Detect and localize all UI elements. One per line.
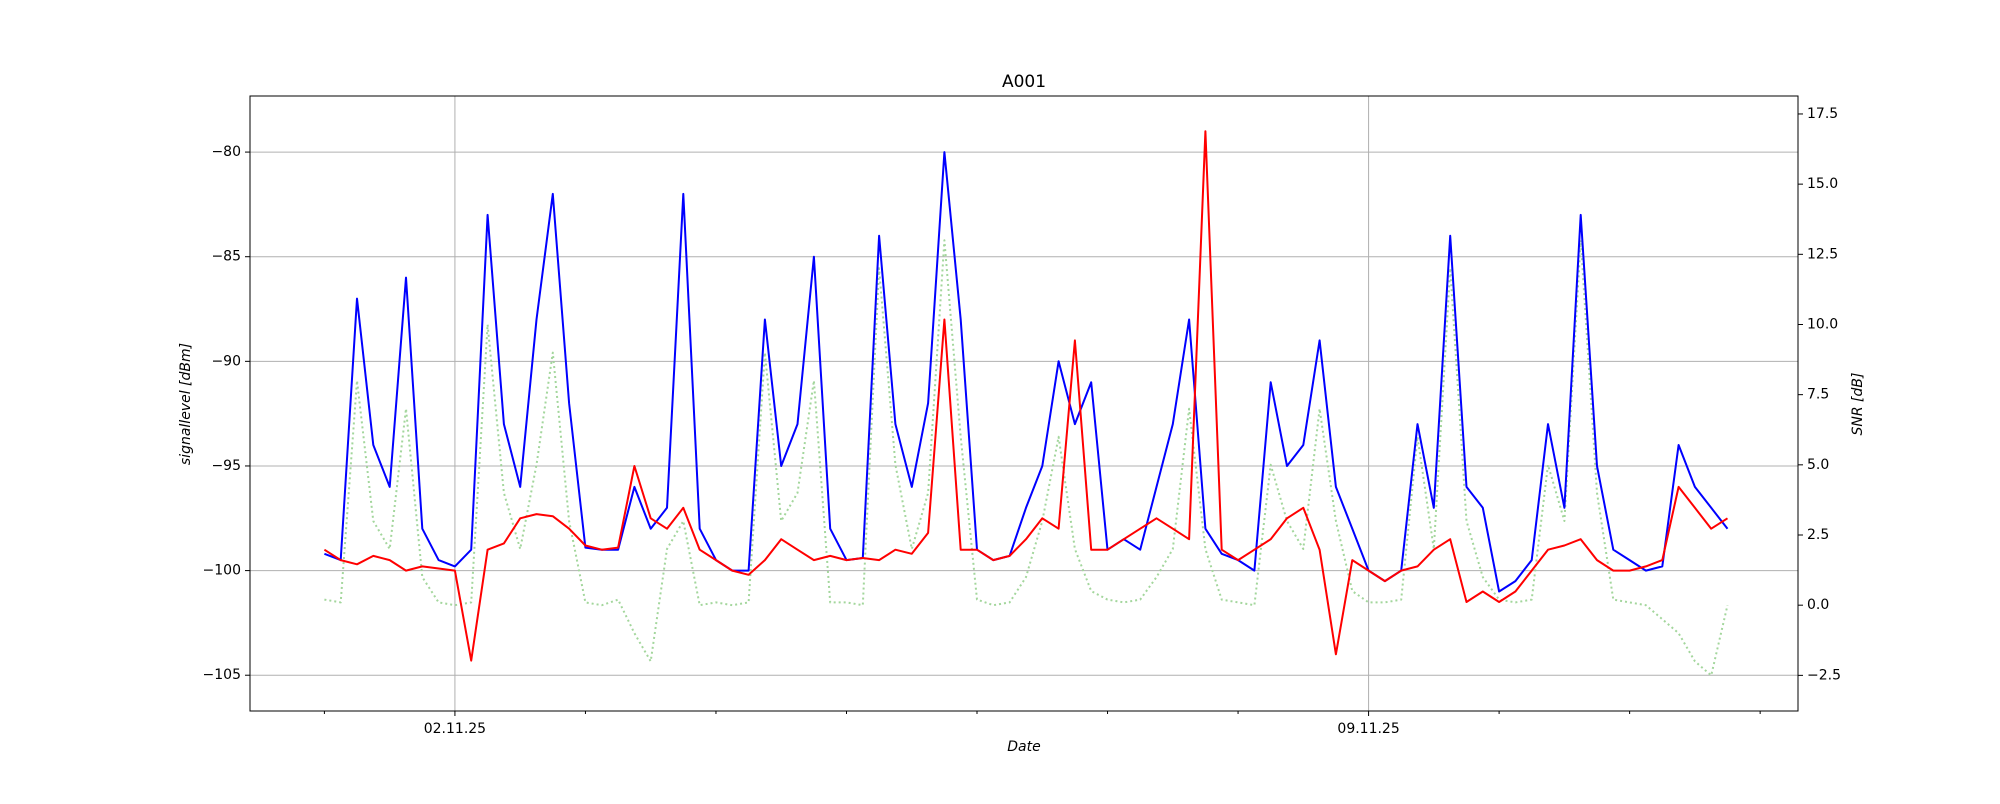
- x-tick-label: 02.11.25: [424, 721, 486, 737]
- series-line: [323, 130, 1729, 662]
- plot-frame: [249, 95, 1799, 712]
- chart-title: A001: [1002, 72, 1046, 92]
- y-tick-label: −85: [211, 249, 241, 265]
- y2-tick-label: 0.0: [1807, 597, 1829, 613]
- y2-tick-label: 5.0: [1807, 457, 1829, 473]
- y2-axis-label: SNR [dB]: [1850, 373, 1866, 436]
- x-tick-label: 09.11.25: [1337, 721, 1399, 737]
- y2-tick-label: −2.5: [1807, 667, 1841, 683]
- y-tick-label: −80: [211, 144, 241, 160]
- series-line: [324, 239, 1729, 677]
- y2-tick-label: 15.0: [1807, 176, 1838, 192]
- series-line: [324, 151, 1729, 593]
- y-tick-label: −105: [203, 667, 241, 683]
- y2-tick-label: 17.5: [1807, 106, 1838, 122]
- y-axis-label: signallevel [dBm]: [178, 343, 194, 465]
- y2-tick-label: 7.5: [1807, 387, 1829, 403]
- y-tick-label: −90: [211, 353, 241, 369]
- x-axis-label: Date: [1007, 739, 1040, 755]
- y-tick-label: −95: [211, 458, 241, 474]
- y-tick-label: −100: [203, 563, 241, 579]
- y2-tick-label: 2.5: [1807, 527, 1829, 543]
- y2-tick-label: 10.0: [1807, 316, 1838, 332]
- y2-tick-label: 12.5: [1807, 246, 1838, 262]
